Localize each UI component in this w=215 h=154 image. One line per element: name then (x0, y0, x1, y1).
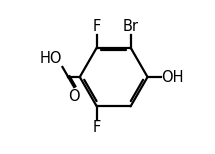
Text: O: O (68, 89, 80, 103)
Text: HO: HO (39, 51, 62, 66)
Text: F: F (93, 120, 101, 135)
Text: F: F (93, 19, 101, 34)
Text: Br: Br (123, 19, 139, 34)
Text: OH: OH (161, 69, 184, 85)
